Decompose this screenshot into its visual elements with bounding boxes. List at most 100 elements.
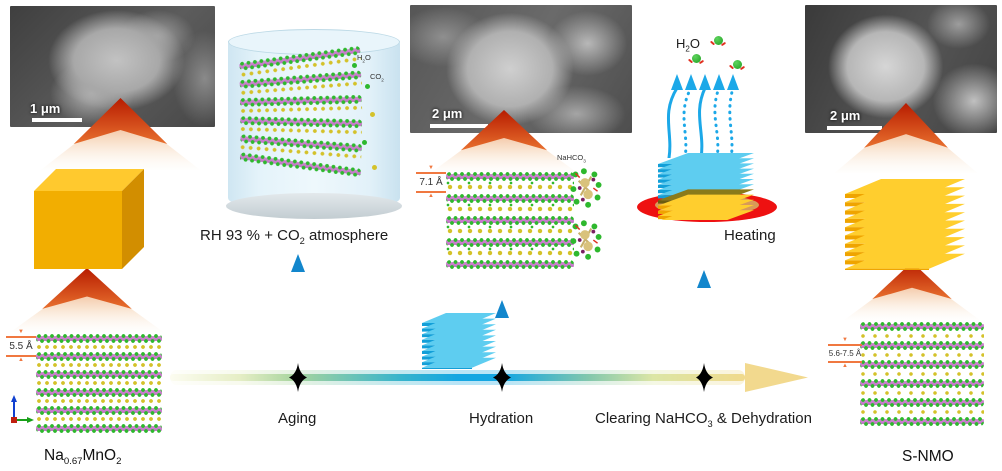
mno2-slab	[36, 334, 162, 343]
mno2-slab	[446, 216, 574, 225]
interlayer-ions	[860, 331, 984, 341]
water-molecule	[692, 54, 701, 63]
heated-stack	[652, 148, 764, 220]
layer-row	[36, 388, 162, 406]
molecule-dot	[352, 63, 357, 68]
measure-line: ▼	[828, 337, 862, 346]
scale-bar	[430, 124, 488, 128]
interlayer-ions	[446, 203, 574, 216]
mno2-slab	[36, 424, 162, 433]
h2o-release-label: H2O	[676, 36, 700, 54]
layer-row	[860, 322, 984, 341]
layer-row	[446, 260, 574, 269]
interlayer-ions	[36, 415, 162, 424]
interlayer-ions	[36, 379, 162, 388]
crystal-structure-hydrated	[446, 172, 574, 269]
process-timeline	[170, 254, 808, 392]
spacing-value: 5.5 Å	[9, 341, 33, 352]
measure-line: ▲	[416, 191, 446, 199]
mno2-slab	[36, 352, 162, 361]
product-name: S-NMO	[902, 448, 954, 465]
cube-particle	[34, 169, 144, 269]
formula-na067mno2: Na0.67MnO2	[44, 447, 122, 468]
water-molecule	[714, 36, 723, 45]
axis-indicator	[11, 395, 34, 423]
mno2-slab	[446, 260, 574, 269]
interlayer-spacing-left: ▼ 5.5 Å ▲	[6, 329, 36, 363]
h2o-label: H2O	[357, 53, 371, 64]
molecule-dot	[365, 84, 370, 89]
scale-bar-label: 2 μm	[830, 108, 861, 123]
mno2-slab	[860, 360, 984, 369]
layer-row	[239, 116, 363, 138]
exfoliating-layers	[238, 45, 363, 180]
layer-row	[36, 370, 162, 388]
layer-row	[446, 216, 574, 238]
heating-label: Heating	[724, 227, 776, 244]
interlayer-ions	[36, 343, 162, 352]
spacing-value: 7.1 Å	[419, 177, 443, 188]
scale-bar-label: 1 μm	[30, 101, 61, 116]
layer-row	[446, 194, 574, 216]
measure-line: ▼	[416, 165, 446, 174]
layer-row	[36, 424, 162, 433]
hydrated-nanosheet-stack	[421, 305, 499, 369]
layer-row	[36, 352, 162, 370]
layer-row	[446, 172, 574, 194]
mno2-slab	[446, 172, 574, 181]
clearing-label: Clearing NaHCO3 & Dehydration	[595, 410, 812, 429]
interlayer-spacing-right: ▼ 5.6-7.5 Å ▲	[828, 337, 862, 369]
measure-line: ▼	[6, 329, 36, 338]
mno2-slab	[446, 194, 574, 203]
interlayer-ions	[240, 103, 363, 116]
nahco3-label: NaHCO3	[557, 153, 586, 164]
molecule-dot	[370, 112, 375, 117]
zoom-beam-arrow	[844, 262, 980, 320]
sem-image-pristine: 1 μm	[10, 6, 215, 127]
mno2-slab	[860, 341, 984, 350]
measure-line: ▲	[6, 355, 36, 363]
nahco3-molecule	[570, 167, 602, 208]
interlayer-ions	[36, 361, 162, 370]
aging-label: Aging	[278, 410, 317, 427]
layer-row	[36, 406, 162, 424]
layer-row	[36, 334, 162, 352]
interlayer-ions	[860, 369, 984, 379]
interlayer-ions	[446, 247, 574, 260]
scale-bar	[32, 118, 82, 122]
interlayer-ions	[446, 225, 574, 238]
layer-row	[239, 94, 363, 116]
scale-bar	[827, 126, 882, 130]
layer-row	[860, 398, 984, 417]
crystal-structure-pristine	[36, 334, 162, 433]
spacing-value: 5.6-7.5 Å	[828, 349, 862, 358]
interlayer-ions	[860, 407, 984, 417]
interlayer-ions	[446, 181, 574, 194]
mno2-slab	[446, 238, 574, 247]
interlayer-ions	[36, 397, 162, 406]
layer-row	[860, 341, 984, 360]
mno2-slab	[860, 417, 984, 426]
interlayer-spacing-mid: ▼ 7.1 Å ▲	[416, 165, 446, 199]
zoom-beam-arrow	[10, 268, 164, 332]
measure-line: ▲	[828, 361, 862, 369]
chamber-opening	[228, 29, 400, 55]
layer-row	[860, 417, 984, 426]
interlayer-ions	[860, 388, 984, 398]
layer-row	[446, 238, 574, 260]
sem-image-hydrated: 2 μm	[410, 5, 632, 133]
mno2-slab	[36, 388, 162, 397]
layer-row	[860, 360, 984, 379]
molecule-dot	[362, 140, 367, 145]
interlayer-ions	[860, 350, 984, 360]
atmosphere-label: RH 93 % + CO2 atmosphere	[200, 227, 389, 246]
mno2-slab	[860, 322, 984, 331]
mno2-slab	[36, 370, 162, 379]
product-nanosheet-stack	[843, 172, 969, 270]
steam-arrows	[666, 74, 739, 158]
co2-label: CO2	[370, 72, 384, 83]
mno2-slab	[860, 379, 984, 388]
hydration-label: Hydration	[469, 410, 534, 427]
molecule-dot	[372, 165, 377, 170]
